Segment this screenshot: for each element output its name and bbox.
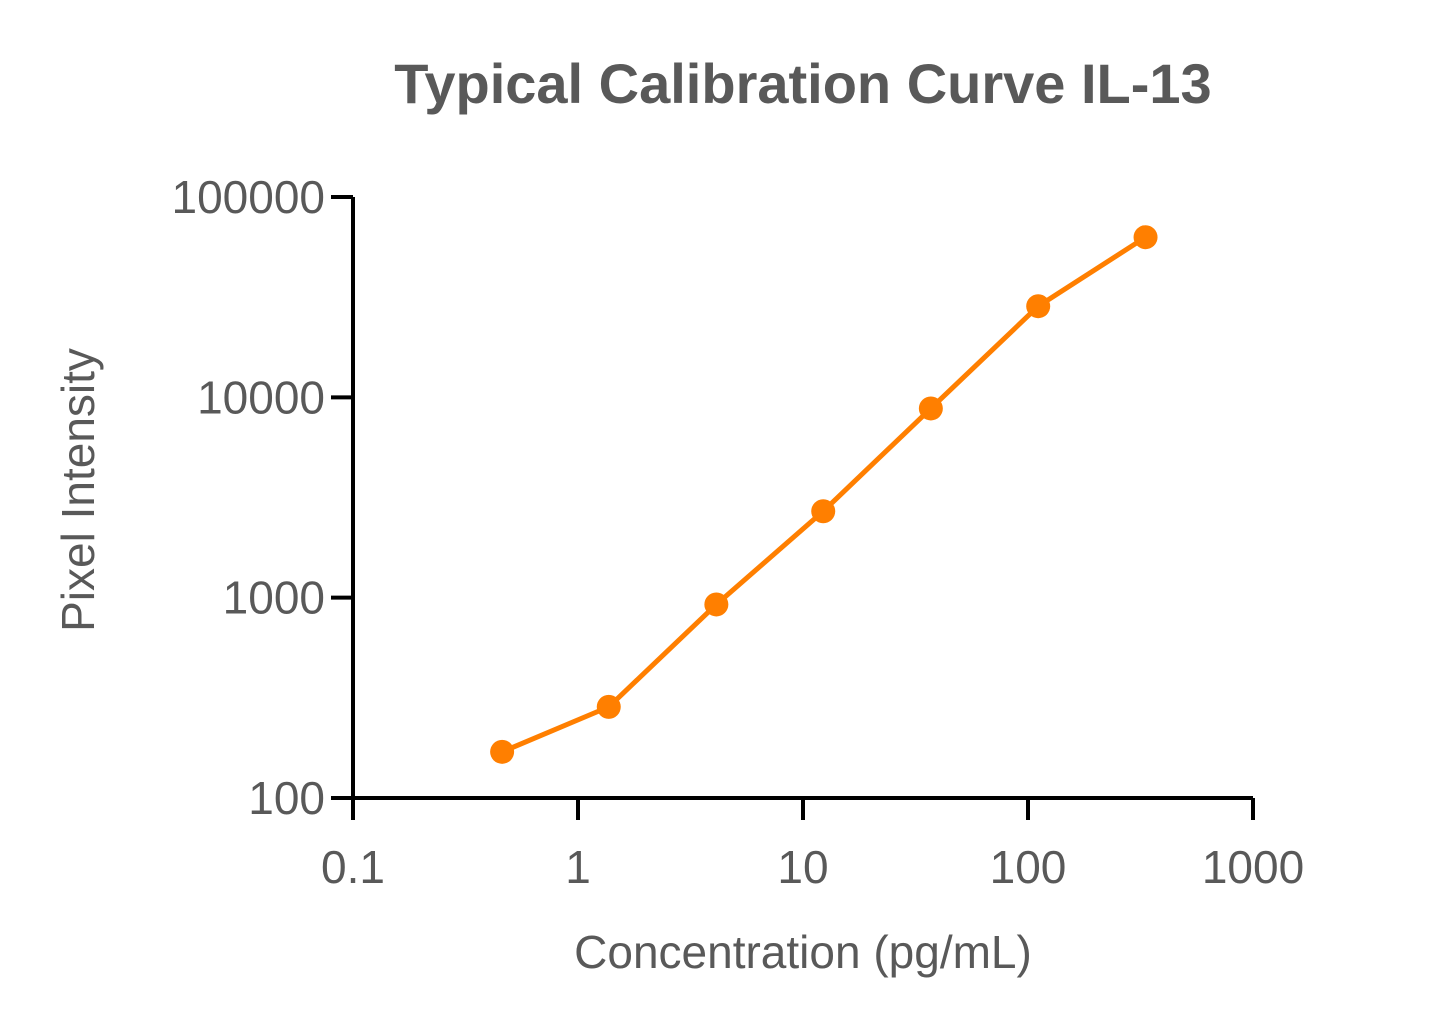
data-point — [1026, 294, 1051, 319]
x-tick-label: 100 — [990, 841, 1067, 893]
x-tick-label: 1 — [565, 841, 591, 893]
x-tick-label: 1000 — [1202, 841, 1304, 893]
chart-title: Typical Calibration Curve IL-13 — [394, 52, 1211, 115]
y-axis-ticks: 100 1000 10000 100000 — [172, 171, 353, 824]
y-tick-label: 1000 — [223, 572, 325, 624]
data-point — [1133, 225, 1158, 250]
data-point — [811, 499, 836, 524]
data-series — [490, 225, 1158, 764]
x-axis-label: Concentration (pg/mL) — [574, 926, 1032, 978]
y-axis-label: Pixel Intensity — [52, 348, 104, 632]
y-tick-label: 100 — [248, 772, 325, 824]
data-point — [490, 739, 515, 764]
y-tick-label: 10000 — [197, 371, 325, 423]
data-point — [704, 592, 729, 617]
axes — [351, 197, 1253, 800]
data-point — [596, 694, 621, 719]
y-tick-label: 100000 — [172, 171, 326, 223]
x-axis-ticks: 0.1 1 10 100 1000 — [321, 798, 1304, 893]
x-tick-label: 0.1 — [321, 841, 385, 893]
x-tick-label: 10 — [777, 841, 828, 893]
data-point — [918, 396, 943, 421]
series-line — [501, 235, 1147, 755]
